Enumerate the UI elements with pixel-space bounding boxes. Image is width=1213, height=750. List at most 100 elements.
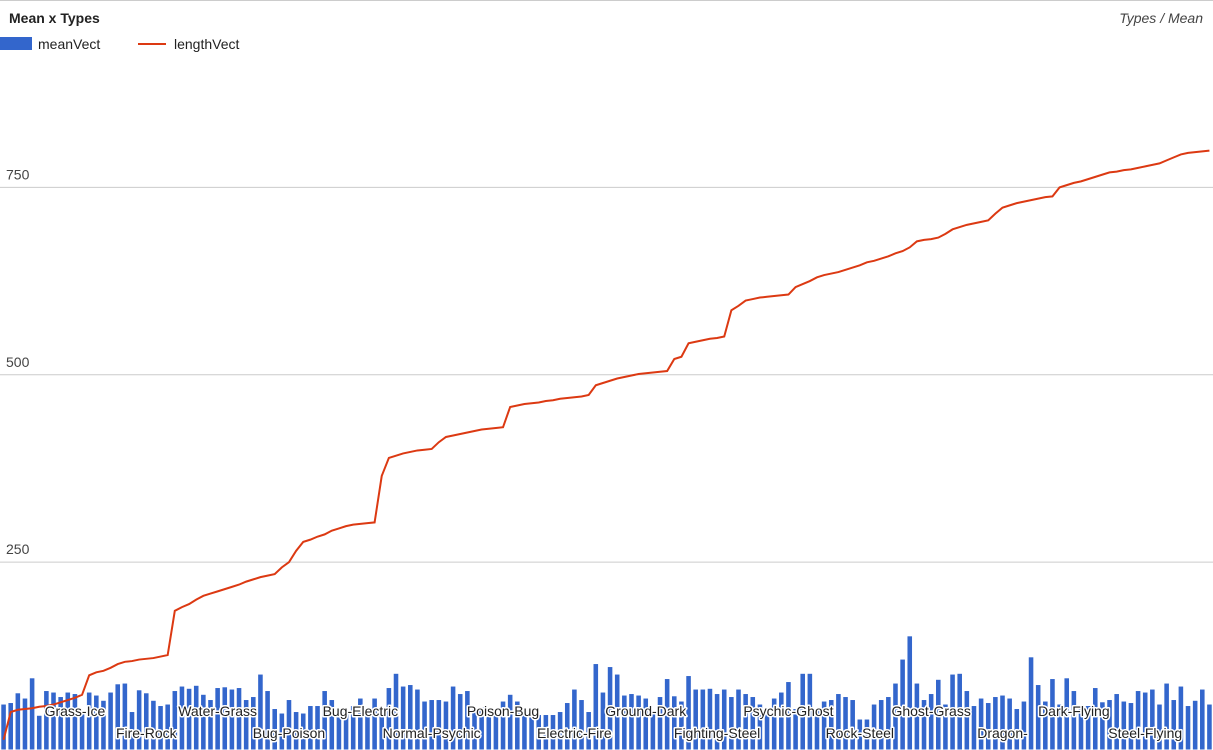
- legend-label: meanVect: [38, 36, 100, 52]
- bar: [800, 673, 806, 750]
- legend-label: lengthVect: [174, 36, 239, 52]
- x-tick-label: Fire-Rock: [116, 725, 178, 741]
- bar: [857, 719, 863, 750]
- bar: [522, 715, 527, 750]
- bar: [1021, 701, 1027, 750]
- y-tick-label: 250: [6, 541, 30, 557]
- bar: [1028, 657, 1034, 750]
- bar: [1135, 691, 1141, 750]
- bar: [115, 684, 121, 750]
- bar: [564, 703, 570, 750]
- bar: [579, 700, 584, 750]
- bar: [1000, 695, 1005, 750]
- bar: [900, 659, 905, 750]
- bar: [193, 685, 199, 750]
- bar: [1092, 688, 1098, 750]
- bar: [222, 687, 228, 750]
- bar: [757, 704, 763, 750]
- bar: [878, 700, 884, 750]
- bar: [515, 701, 520, 750]
- bar: [443, 701, 449, 750]
- bar: [229, 689, 235, 750]
- bar: [950, 674, 955, 750]
- bar: [1085, 706, 1091, 750]
- bar: [771, 698, 777, 750]
- bar: [251, 697, 256, 750]
- bar: [1035, 685, 1041, 750]
- bar: [807, 673, 813, 750]
- bar: [236, 688, 242, 750]
- bar: [36, 715, 42, 750]
- bar: [1128, 703, 1134, 750]
- bar: [1178, 686, 1184, 750]
- bar: [422, 701, 427, 750]
- bar: [957, 673, 962, 750]
- bar: [151, 700, 156, 750]
- y-tick-label: 750: [6, 166, 30, 182]
- bar: [436, 700, 442, 750]
- bar: [614, 674, 620, 750]
- bar: [300, 713, 306, 750]
- bar: [486, 712, 492, 750]
- bar: [1014, 709, 1020, 750]
- bar: [72, 694, 78, 750]
- bar: [243, 700, 249, 750]
- bar: [265, 691, 270, 750]
- bar: [607, 667, 613, 750]
- bar: [1007, 698, 1012, 750]
- bar: [850, 700, 855, 750]
- bar: [215, 688, 220, 750]
- bar: [172, 691, 178, 750]
- bar: [921, 700, 927, 750]
- bar: [407, 685, 413, 750]
- bar: [743, 694, 748, 750]
- bar: [943, 704, 948, 750]
- bar: [51, 692, 56, 750]
- bar: [985, 703, 991, 750]
- x-tick-label: Rock-Steel: [826, 725, 894, 741]
- x-tick-label: Dark-Flying: [1038, 703, 1110, 719]
- x-tick-label: Bug-Electric: [323, 703, 398, 719]
- bar: [700, 689, 706, 750]
- bar: [864, 719, 870, 750]
- bar: [1064, 678, 1070, 750]
- bar: [479, 707, 484, 750]
- bar: [186, 688, 192, 750]
- bar: [465, 691, 470, 750]
- bar: [893, 683, 898, 750]
- bar: [372, 698, 377, 750]
- bar: [593, 664, 599, 750]
- bar: [814, 709, 820, 750]
- bar: [1157, 704, 1162, 750]
- bar: [1114, 694, 1119, 750]
- bar: [379, 713, 385, 750]
- bar: [322, 691, 327, 750]
- bar: [429, 700, 434, 750]
- bar: [129, 712, 135, 750]
- axis-titles: Types / Mean: [1119, 10, 1203, 26]
- bar: [529, 715, 534, 750]
- bar: [472, 709, 477, 750]
- x-tick-label: Fighting-Steel: [674, 725, 760, 741]
- bar: [886, 697, 891, 750]
- bar: [629, 694, 634, 750]
- bar: [393, 673, 399, 750]
- bar: [1057, 704, 1062, 750]
- bar: [714, 694, 720, 750]
- bar: [707, 688, 713, 750]
- bar: [86, 692, 92, 750]
- line: [2, 149, 1210, 741]
- bar: [108, 692, 113, 750]
- bar: [1171, 700, 1177, 750]
- x-tick-label: Bug-Poison: [253, 725, 325, 741]
- bar: [643, 698, 649, 750]
- bar: [8, 703, 13, 750]
- bar: [15, 693, 21, 750]
- bar: [507, 694, 513, 750]
- bar: [971, 706, 977, 750]
- bar: [79, 712, 85, 750]
- x-tick-label: Electric-Fire: [537, 725, 612, 741]
- x-tick-label: Poison-Bug: [467, 703, 539, 719]
- bar: [450, 686, 456, 750]
- bar: [1150, 689, 1155, 750]
